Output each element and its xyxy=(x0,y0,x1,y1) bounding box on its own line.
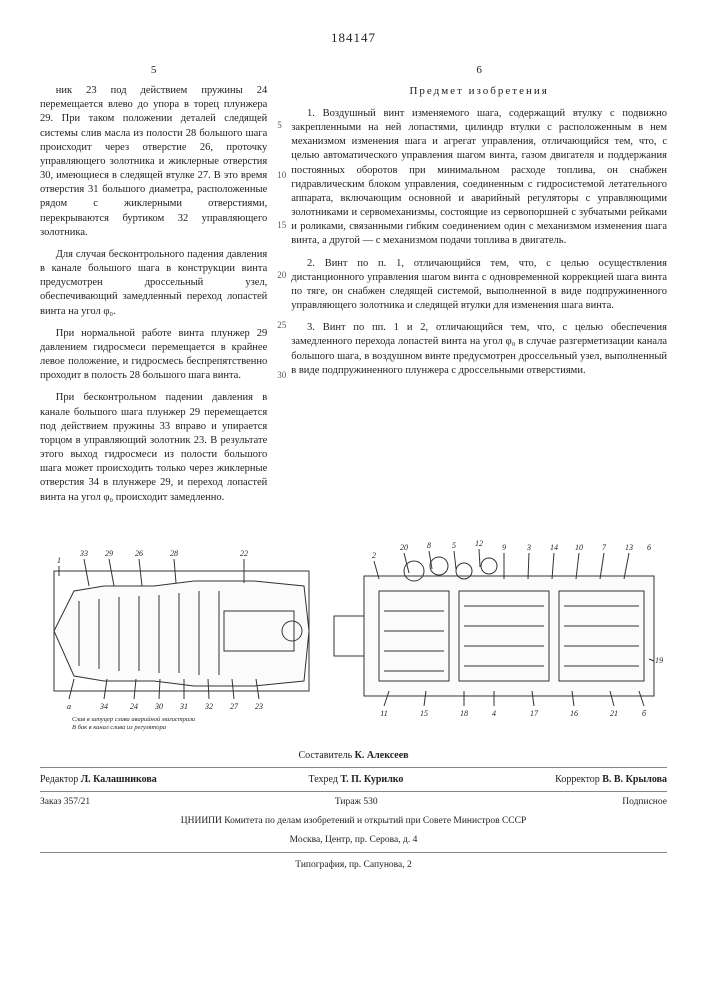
left-column: ник 23 под действием пружины 24 перемеща… xyxy=(40,84,267,505)
patent-number: 184147 xyxy=(40,30,667,46)
figure-label: 11 xyxy=(380,709,387,718)
paragraph: При нормальной работе винта плунжер 29 д… xyxy=(40,327,267,384)
line-number: 25 xyxy=(277,320,286,330)
footer-block: Заказ 357/21 Тираж 530 Подписное ЦНИИПИ … xyxy=(40,796,667,872)
claim: 2. Винт по п. 1, отличающийся тем, что, … xyxy=(291,257,667,314)
drawing-svg: 1 33 29 26 28 22 2 20 8 5 12 9 3 14 10 7… xyxy=(44,531,664,731)
divider xyxy=(40,767,667,768)
figure-label: б xyxy=(641,709,646,718)
line-number: 30 xyxy=(277,370,286,380)
figure-label: 23 xyxy=(255,702,263,711)
typography: Типография, пр. Сапунова, 2 xyxy=(40,859,667,872)
figure-label: 31 xyxy=(179,702,188,711)
figure-label: 2 xyxy=(372,551,376,560)
paragraph: При бесконтрольном падении давления в ка… xyxy=(40,391,267,504)
podpisnoe: Подписное xyxy=(622,796,667,809)
claim: 1. Воздушный винт изменяемого шага, соде… xyxy=(291,107,667,249)
figure-label: 5 xyxy=(452,541,456,550)
figure-label: 19 xyxy=(655,656,663,665)
figure-label: 27 xyxy=(230,702,239,711)
figure-label: 16 xyxy=(570,709,578,718)
two-column-body: 5 ник 23 под действием пружины 24 переме… xyxy=(40,64,667,513)
publisher-address: Москва, Центр, пр. Серова, д. 4 xyxy=(40,834,667,847)
figure-label: 32 xyxy=(204,702,213,711)
figure-label: 22 xyxy=(240,549,248,558)
figure-label: 9 xyxy=(502,543,506,552)
techred: Техред Т. П. Курилко xyxy=(308,774,403,785)
tirazh: Тираж 530 xyxy=(335,796,378,809)
figure-label: 3 xyxy=(526,543,531,552)
order-number: Заказ 357/21 xyxy=(40,796,90,809)
line-number: 20 xyxy=(277,270,286,280)
figure-label: 20 xyxy=(400,543,408,552)
compiler: Составитель К. Алексеев xyxy=(298,750,408,761)
divider xyxy=(40,791,667,792)
right-column: Предмет изобретения 1. Воздушный винт из… xyxy=(291,84,667,378)
claim: 3. Винт по пп. 1 и 2, отличающийся тем, … xyxy=(291,321,667,378)
figure-label: 6 xyxy=(647,543,651,552)
left-column-number: 5 xyxy=(40,64,267,76)
figure-label: 1 xyxy=(57,556,61,565)
technical-drawing: 1 33 29 26 28 22 2 20 8 5 12 9 3 14 10 7… xyxy=(40,531,667,736)
corrector: Корректор В. В. Крылова xyxy=(555,774,667,785)
figure-label: 26 xyxy=(135,549,143,558)
figure-label: 18 xyxy=(460,709,468,718)
line-number: 10 xyxy=(277,170,286,180)
publisher-org: ЦНИИПИ Комитета по делам изобретений и о… xyxy=(40,815,667,828)
figure-label: 21 xyxy=(610,709,618,718)
figure-label: 14 xyxy=(550,543,558,552)
divider xyxy=(40,852,667,853)
paragraph: ник 23 под действием пружины 24 перемеща… xyxy=(40,84,267,240)
figure-label: 7 xyxy=(602,543,607,552)
figure-label: 13 xyxy=(625,543,633,552)
figure-label: 33 xyxy=(79,549,88,558)
figure-caption: Слив в штуцер слива аварийной магистрали xyxy=(72,716,196,723)
figure-label: 29 xyxy=(105,549,113,558)
right-column-number: 6 xyxy=(291,64,667,76)
figure-label: 15 xyxy=(420,709,428,718)
figure-label: 17 xyxy=(530,709,539,718)
figure-label: 34 xyxy=(99,702,108,711)
credits-block: Составитель К. Алексеев Редактор Л. Кала… xyxy=(40,748,667,792)
figure-caption: В бак в канал слива из регулятора xyxy=(72,724,166,731)
figure-label: 4 xyxy=(492,709,496,718)
figure-label: 28 xyxy=(170,549,178,558)
editor: Редактор Л. Калашникова xyxy=(40,774,157,785)
figure-label: 8 xyxy=(427,541,431,550)
line-number: 5 xyxy=(277,120,282,130)
figure-label: 24 xyxy=(130,702,138,711)
line-number: 15 xyxy=(277,220,286,230)
figure-label: 12 xyxy=(475,539,483,548)
figure-label: 30 xyxy=(154,702,163,711)
paragraph: Для случая бесконтрольного падения давле… xyxy=(40,248,267,319)
claims-heading: Предмет изобретения xyxy=(291,84,667,99)
figure-label: а xyxy=(67,702,71,711)
figure-label: 10 xyxy=(575,543,583,552)
